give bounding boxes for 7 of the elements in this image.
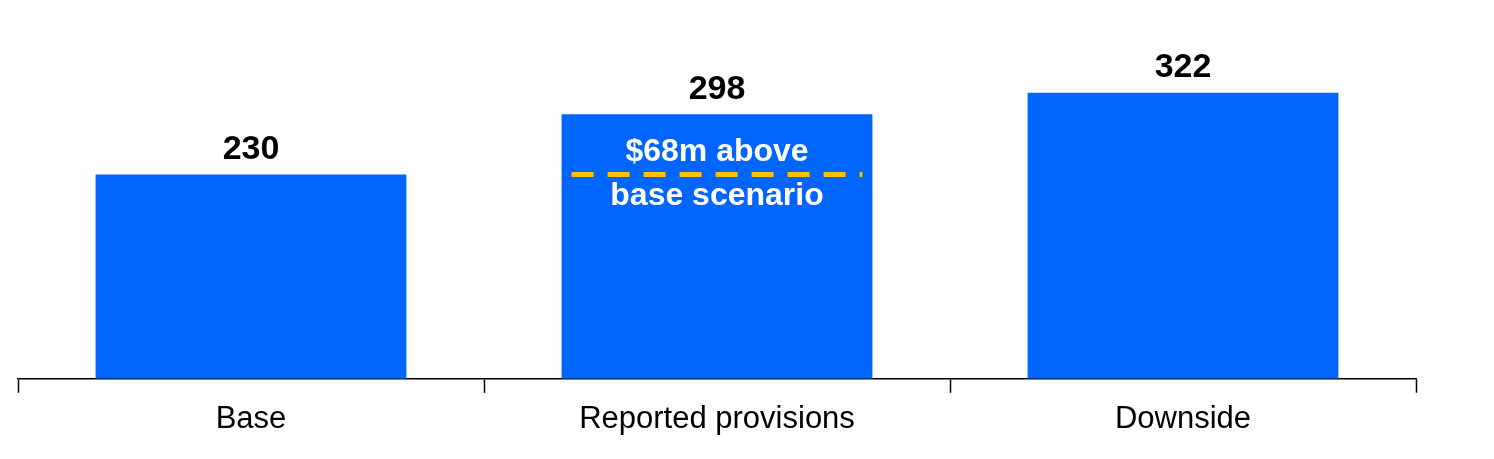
x-tick-label: Base (215, 399, 287, 435)
data-label: 322 (1154, 46, 1212, 85)
annotation: $68m above base scenario (610, 132, 824, 213)
data-label: 298 (688, 67, 746, 106)
x-tick-label: Downside (1114, 399, 1252, 435)
data-label: 230 (222, 127, 280, 166)
x-tick-label: Reported provisions (579, 399, 855, 435)
